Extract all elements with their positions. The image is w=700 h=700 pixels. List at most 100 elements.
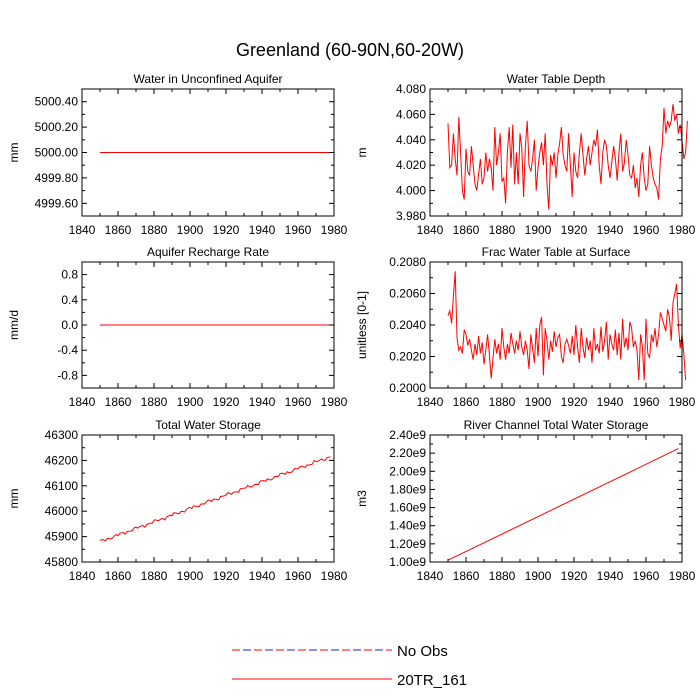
x-tick-label-1900: 1900 [525,395,552,409]
x-tick-label-1920: 1920 [213,569,240,583]
panel-title-water-table-depth: Water Table Depth [507,72,606,86]
y-tick-label: 5000.00 [35,146,79,160]
x-tick-label-1880: 1880 [141,223,168,237]
x-tick-label-1880: 1880 [489,223,516,237]
y-tick-label: 1.60e9 [389,501,426,515]
y-tick-label: 4999.60 [35,196,79,210]
x-tick-label-1900: 1900 [177,223,204,237]
x-tick-label-1960: 1960 [285,569,312,583]
x-tick-label-1880: 1880 [489,395,516,409]
y-tick-label: 4.020 [396,158,426,172]
panel-water-table-depth: Water Table Depth 1840 1860 1880 1900 1920 194… [355,72,696,237]
y-tick-label: 45900 [45,530,79,544]
y-axis-label-water-in-unconfined-aquifer: mm [7,143,21,163]
x-tick-label-1940: 1940 [249,395,276,409]
y-tick-label: 3.980 [396,209,426,223]
x-tick-label-1980: 1980 [669,395,696,409]
x-tick-label-1940: 1940 [597,223,624,237]
series-line-total-water-storage [99,456,331,542]
y-axis-label-frac-water-table-at-surface: unitless [0-1] [355,291,369,359]
x-tick-label-1840: 1840 [69,569,96,583]
y-tick-label: 1.00e9 [389,555,426,569]
panel-title-aquifer-recharge-rate: Aquifer Recharge Rate [147,245,269,259]
panel-total-water-storage: Total Water Storage 1840 1860 1880 1900 1920 1… [7,418,348,583]
y-tick-label: 4.040 [396,133,426,147]
x-tick-label-1940: 1940 [249,223,276,237]
y-tick-label: 0.4 [61,293,78,307]
y-tick-label: 0.8 [61,268,78,282]
x-tick-label-1980: 1980 [321,223,348,237]
y-tick-label: 46300 [45,428,79,442]
y-tick-label: -0.8 [57,368,78,382]
panel-frac-water-table-at-surface: Frac Water Table at Surface 1840 1860 1880 1… [355,245,696,409]
x-tick-label-1980: 1980 [669,223,696,237]
x-tick-label-1920: 1920 [213,395,240,409]
legend-label-no-obs: No Obs [397,643,448,660]
x-tick-label-1920: 1920 [213,223,240,237]
y-tick-label: 1.40e9 [389,519,426,533]
x-tick-label-1840: 1840 [69,223,96,237]
x-tick-label-1860: 1860 [105,569,132,583]
y-tick-label: 46200 [45,453,79,467]
x-tick-label-1940: 1940 [597,395,624,409]
x-tick-label-1920: 1920 [561,395,588,409]
y-tick-label: -0.4 [57,343,78,357]
x-tick-label-1960: 1960 [633,223,660,237]
figure-title: Greenland (60-90N,60-20W) [236,40,464,60]
y-tick-label: 2.40e9 [389,428,426,442]
x-tick-label-1880: 1880 [141,395,168,409]
x-tick-label-1900: 1900 [177,569,204,583]
y-tick-label: 0.0 [61,318,78,332]
y-tick-label: 0.2040 [389,318,426,332]
x-tick-label-1900: 1900 [177,395,204,409]
y-tick-label: 5000.40 [35,95,79,109]
panel-title-water-in-unconfined-aquifer: Water in Unconfined Aquifer [134,72,283,86]
x-tick-label-1900: 1900 [525,569,552,583]
x-tick-label-1960: 1960 [633,569,660,583]
x-tick-label-1860: 1860 [453,223,480,237]
series-line-frac-water-table-at-surface [447,271,687,381]
plot-frame-total-water-storage [81,434,335,563]
y-axis-label-river-channel-total-water-storage: m3 [355,490,369,507]
y-tick-label: 2.00e9 [389,464,426,478]
x-tick-label-1980: 1980 [321,569,348,583]
y-tick-label: 4999.80 [35,171,79,185]
x-tick-label-1960: 1960 [285,395,312,409]
y-tick-label: 0.2060 [389,287,426,301]
y-tick-label: 4.000 [396,184,426,198]
x-tick-label-1880: 1880 [489,569,516,583]
legend: No Obs 20TR_161 [232,643,467,689]
y-tick-label: 46000 [45,504,79,518]
panel-title-frac-water-table-at-surface: Frac Water Table at Surface [482,245,631,259]
series-line-river-channel-total-water-storage [447,448,679,561]
plot-frame-water-table-depth [429,88,683,217]
y-tick-label: 1.80e9 [389,482,426,496]
panel-river-channel-total-water-storage: River Channel Total Water Storage 1840 186… [355,418,696,583]
x-tick-label-1980: 1980 [321,395,348,409]
x-tick-label-1900: 1900 [525,223,552,237]
y-tick-label: 1.20e9 [389,537,426,551]
x-tick-label-1920: 1920 [561,569,588,583]
legend-entry-20tr-161: 20TR_161 [232,672,467,689]
y-tick-label: 45800 [45,555,79,569]
y-axis-label-water-table-depth: m [355,148,369,158]
x-tick-label-1960: 1960 [285,223,312,237]
y-tick-label: 0.2080 [389,255,426,269]
x-tick-label-1880: 1880 [141,569,168,583]
y-tick-label: 4.060 [396,107,426,121]
x-tick-label-1860: 1860 [105,395,132,409]
legend-entry-no-obs: No Obs [232,643,448,660]
y-tick-label: 0.2000 [389,381,426,395]
y-tick-label: 5000.20 [35,120,79,134]
x-tick-label-1980: 1980 [669,569,696,583]
panel-aquifer-recharge-rate: Aquifer Recharge Rate 1840 1860 1880 1900 192… [7,245,348,409]
x-tick-label-1860: 1860 [453,395,480,409]
y-tick-label: 4.080 [396,82,426,96]
y-tick-label: 2.20e9 [389,446,426,460]
panel-water-in-unconfined-aquifer: Water in Unconfined Aquifer 1840 1860 1880 1… [7,72,348,237]
panel-title-river-channel-total-water-storage: River Channel Total Water Storage [464,418,649,432]
x-tick-label-1920: 1920 [561,223,588,237]
panel-title-total-water-storage: Total Water Storage [155,418,261,432]
x-tick-label-1840: 1840 [417,395,444,409]
